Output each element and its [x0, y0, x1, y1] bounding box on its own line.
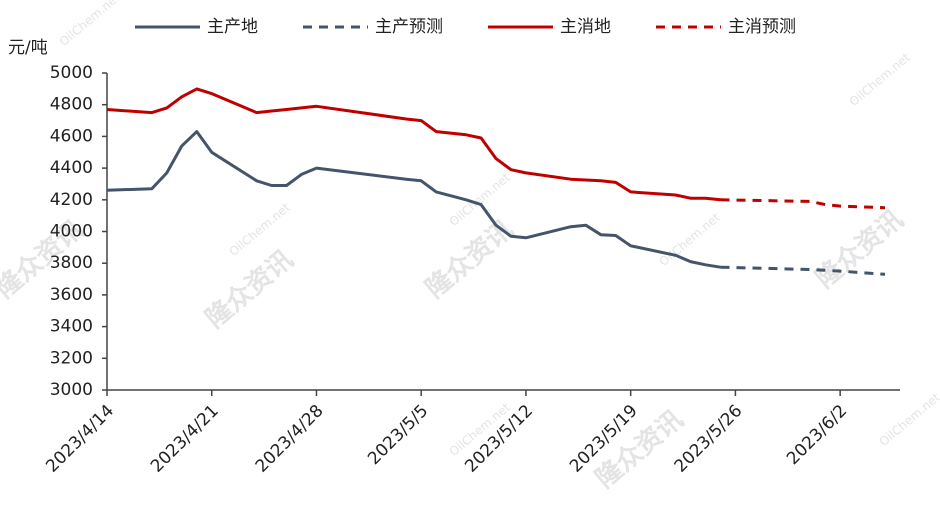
x-tick-label: 2023/4/28	[252, 401, 328, 477]
y-tick-label: 5000	[50, 63, 93, 83]
watermark: 隆众资讯	[420, 215, 519, 305]
y-tick-label: 3000	[50, 380, 93, 400]
series-line	[720, 265, 886, 276]
y-tick-label: 3200	[50, 348, 93, 368]
series-line	[720, 198, 886, 210]
watermark-sub: OilChem.net	[57, 0, 123, 49]
legend-label: 主消地	[560, 17, 611, 37]
y-tick-label: 4600	[50, 126, 93, 146]
y-tick-label: 3800	[50, 253, 93, 273]
y-tick-label: 3400	[50, 317, 93, 337]
x-tick-label: 2023/4/14	[42, 401, 118, 477]
y-tick-label: 4800	[50, 95, 93, 115]
x-tick-label: 2023/6/2	[783, 401, 851, 469]
y-tick-label: 4000	[50, 222, 93, 242]
watermark: 隆众资讯	[200, 245, 299, 335]
legend-label: 主产地	[207, 17, 258, 37]
legend-label: 主产预测	[375, 17, 443, 37]
y-axis-title: 元/吨	[8, 38, 48, 58]
x-tick-label: 2023/5/26	[671, 401, 747, 477]
legend-label: 主消预测	[728, 17, 796, 37]
x-tick-label: 2023/4/21	[147, 401, 223, 477]
y-tick-label: 3600	[50, 285, 93, 305]
x-tick-label: 2023/5/5	[364, 401, 432, 469]
y-tick-label: 4200	[50, 190, 93, 210]
series-line	[106, 130, 721, 269]
y-tick-label: 4400	[50, 158, 93, 178]
series-line	[106, 87, 721, 202]
watermark-sub: OilChem.net	[847, 50, 913, 109]
watermark: 隆众资讯	[810, 205, 909, 295]
watermark-sub: OilChem.net	[877, 390, 940, 449]
